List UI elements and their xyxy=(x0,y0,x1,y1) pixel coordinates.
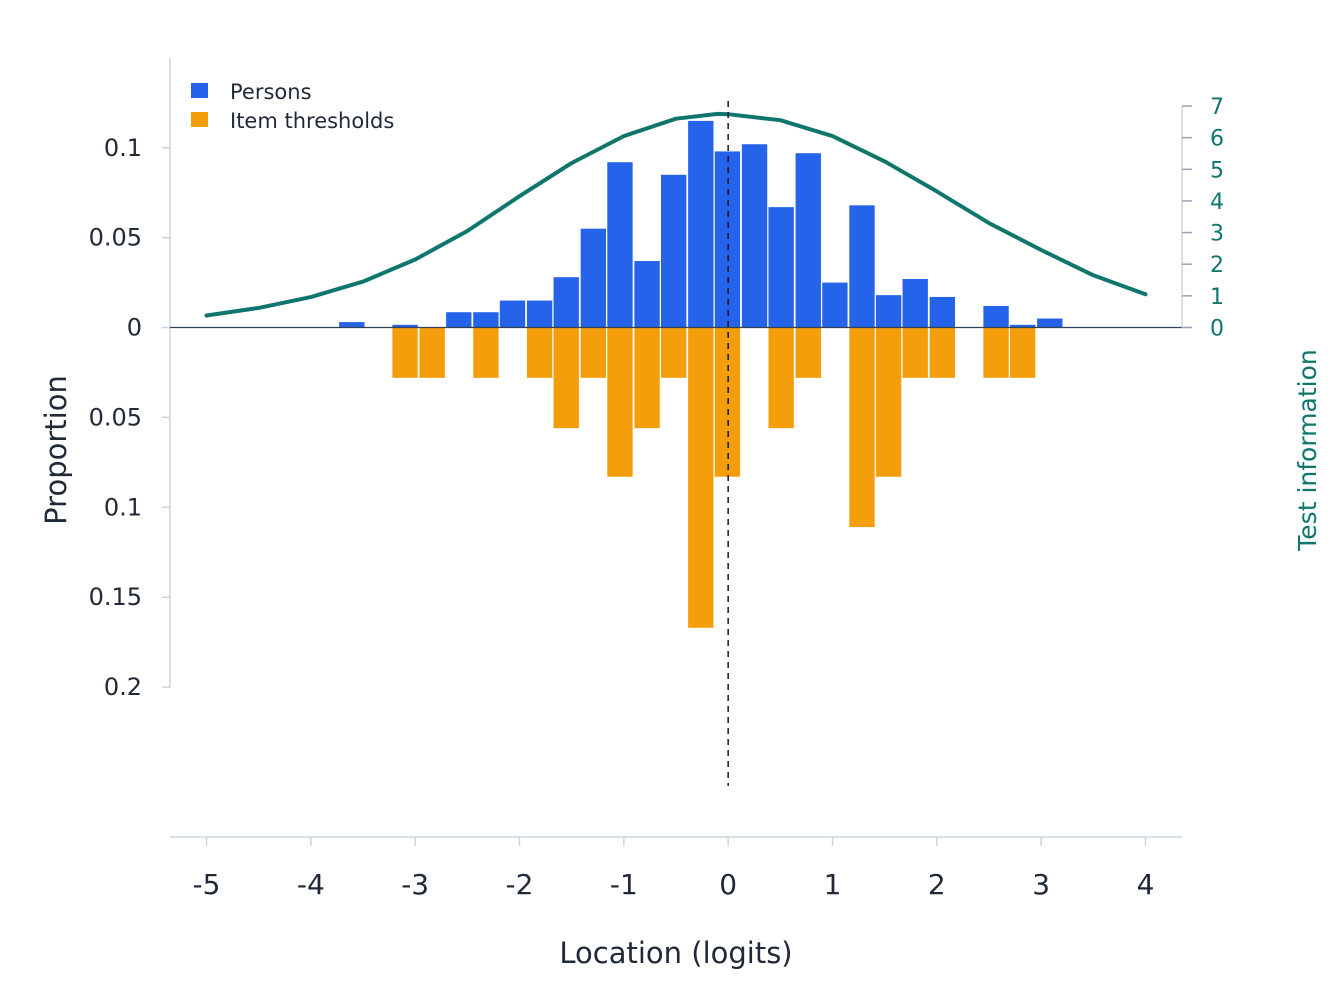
persons-bars xyxy=(339,120,1063,328)
threshold-bar-18 xyxy=(1009,327,1036,378)
threshold-bar-4 xyxy=(553,327,579,429)
threshold-bar-17 xyxy=(983,327,1009,378)
x-tick-label-3: -2 xyxy=(506,868,534,901)
x-tick-label-8: 3 xyxy=(1032,868,1050,901)
test-information-curve xyxy=(204,111,1148,318)
threshold-bar-12 xyxy=(795,327,821,378)
person-bar-14 xyxy=(688,120,714,328)
left-tick-label-down-0: 0.05 xyxy=(89,403,142,431)
information-curve-path xyxy=(204,111,1148,318)
legend-label-persons: Persons xyxy=(230,80,312,104)
x-tick-label-2: -3 xyxy=(401,868,429,901)
x-tick-label-5: 0 xyxy=(719,868,737,901)
legend-swatch-persons xyxy=(191,83,208,98)
person-bar-25 xyxy=(983,305,1009,328)
threshold-bar-0 xyxy=(392,327,418,378)
right-tick-label-7: 0 xyxy=(1210,317,1224,342)
person-bar-17 xyxy=(768,207,794,328)
person-bar-27 xyxy=(1037,318,1063,328)
right-tick-label-1: 6 xyxy=(1210,127,1224,152)
person-bar-6 xyxy=(473,312,499,328)
person-bar-18 xyxy=(795,153,821,328)
threshold-bar-5 xyxy=(580,327,607,378)
threshold-bar-11 xyxy=(768,327,794,429)
threshold-bar-15 xyxy=(902,327,928,378)
person-bar-26 xyxy=(1009,324,1036,328)
left-y-axis: 0.1 0.05 0 0.05 0.1 0.15 0.2 xyxy=(89,58,171,701)
right-tick-label-5: 2 xyxy=(1210,253,1224,278)
person-bar-21 xyxy=(875,295,902,328)
person-bar-8 xyxy=(526,300,553,328)
person-bar-12 xyxy=(634,261,660,328)
threshold-bar-10 xyxy=(714,327,741,477)
y2-axis-title: Test information xyxy=(1293,349,1322,551)
person-bar-13 xyxy=(661,174,687,328)
person-bar-5 xyxy=(446,312,472,328)
person-bar-16 xyxy=(741,144,768,328)
x-tick-label-6: 1 xyxy=(824,868,842,901)
person-bar-19 xyxy=(822,282,848,328)
threshold-bar-13 xyxy=(849,327,875,528)
threshold-bar-3 xyxy=(526,327,553,378)
threshold-bar-8 xyxy=(661,327,687,378)
person-bar-7 xyxy=(499,300,526,328)
right-tick-label-4: 3 xyxy=(1210,222,1224,247)
right-tick-label-3: 4 xyxy=(1210,190,1224,215)
person-bar-22 xyxy=(902,278,928,328)
left-tick-label-up-2: 0 xyxy=(127,314,142,342)
person-bar-23 xyxy=(929,296,956,328)
right-tick-label-0: 7 xyxy=(1210,95,1224,120)
person-bar-20 xyxy=(849,205,875,328)
y-axis-title: Proportion xyxy=(39,375,73,525)
threshold-bar-16 xyxy=(929,327,956,378)
left-tick-label-up-0: 0.1 xyxy=(104,134,142,162)
left-tick-label-down-3: 0.2 xyxy=(104,673,142,701)
x-axis: -5 -4 -3 -2 -1 0 1 2 3 4 xyxy=(170,836,1182,901)
threshold-bar-14 xyxy=(875,327,902,477)
person-bar-15 xyxy=(714,151,741,328)
threshold-bar-9 xyxy=(688,327,714,628)
x-tick-label-4: -1 xyxy=(610,868,638,901)
threshold-bar-7 xyxy=(634,327,660,429)
person-bar-10 xyxy=(580,228,607,328)
x-tick-label-9: 4 xyxy=(1137,868,1155,901)
x-tick-label-7: 2 xyxy=(928,868,946,901)
item-threshold-bars xyxy=(392,327,1036,628)
threshold-bar-1 xyxy=(419,327,445,378)
left-tick-label-down-1: 0.1 xyxy=(104,493,142,521)
person-bar-11 xyxy=(607,162,633,328)
right-tick-label-6: 1 xyxy=(1210,285,1224,310)
person-bar-3 xyxy=(392,324,418,328)
legend-swatch-item-thresholds xyxy=(191,112,208,127)
legend-label-item-thresholds: Item thresholds xyxy=(230,109,394,133)
threshold-bar-2 xyxy=(473,327,499,378)
left-tick-label-up-1: 0.05 xyxy=(89,224,142,252)
legend: Persons Item thresholds xyxy=(191,80,394,133)
person-bar-1 xyxy=(339,322,365,328)
x-tick-label-0: -5 xyxy=(193,868,221,901)
left-tick-label-down-2: 0.15 xyxy=(89,583,142,611)
right-y-axis: 7 6 5 4 3 2 1 0 xyxy=(1181,95,1224,342)
person-bar-9 xyxy=(553,277,579,328)
right-tick-label-2: 5 xyxy=(1210,158,1224,183)
x-tick-label-1: -4 xyxy=(297,868,325,901)
threshold-bar-6 xyxy=(607,327,633,477)
x-axis-title: Location (logits) xyxy=(559,936,792,970)
